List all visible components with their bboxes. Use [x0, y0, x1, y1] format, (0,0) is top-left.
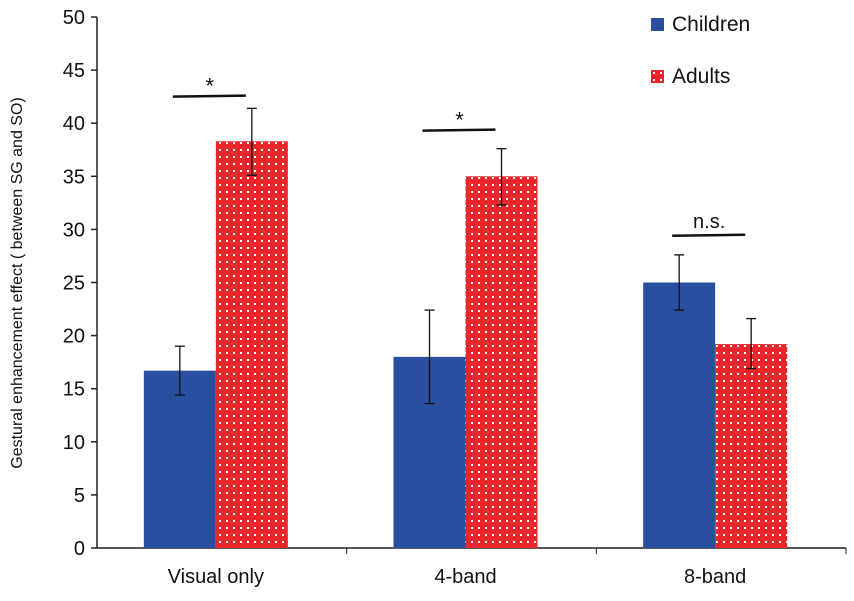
bar-adults [715, 344, 788, 548]
y-tick-label: 10 [63, 432, 85, 454]
y-tick-label: 0 [74, 538, 85, 560]
legend-swatch-adults [651, 70, 664, 83]
x-tick-label: 4-band [434, 566, 496, 588]
bar-adults [215, 141, 288, 548]
y-tick-label: 50 [63, 7, 85, 29]
significance-line [172, 94, 246, 98]
y-tick-label: 35 [63, 166, 85, 188]
significance-line [422, 128, 496, 132]
y-tick-label: 20 [63, 326, 85, 348]
x-tick-label: 8-band [684, 566, 746, 588]
significance-label: n.s. [693, 211, 725, 233]
bar-children [643, 282, 716, 548]
y-tick-label: 25 [63, 273, 85, 295]
y-tick-label: 15 [63, 379, 85, 401]
y-tick-label: 40 [63, 113, 85, 135]
legend-swatch-children [651, 18, 664, 31]
legend-label: Adults [672, 65, 730, 88]
significance-label: * [455, 108, 464, 133]
legend-label: Children [672, 13, 750, 36]
y-tick-label: 30 [63, 219, 85, 241]
bar-adults [465, 176, 538, 549]
significance-line [672, 233, 746, 238]
bar-children [143, 370, 216, 548]
y-axis-label: Gestural enhancement effect ( between SG… [9, 97, 26, 468]
significance-label: * [206, 74, 215, 99]
x-tick-label: Visual only [168, 566, 264, 588]
y-tick-label: 5 [74, 485, 85, 507]
y-tick-label: 45 [63, 60, 85, 82]
